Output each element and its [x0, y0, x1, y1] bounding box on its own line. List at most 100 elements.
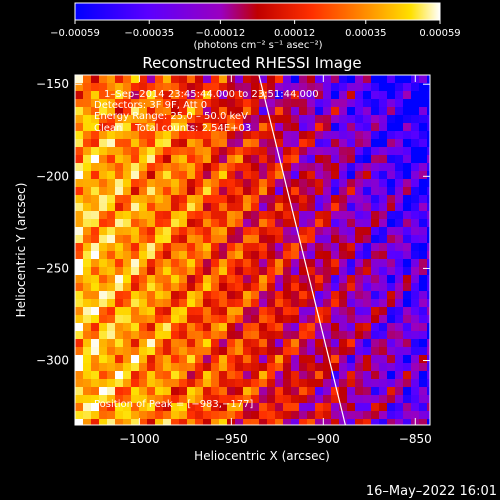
heatmap-cell — [227, 203, 236, 212]
heatmap-cell — [411, 307, 420, 316]
heatmap-cell — [347, 355, 356, 364]
heatmap-cell — [171, 91, 180, 100]
heatmap-cell — [347, 187, 356, 196]
heatmap-cell — [347, 363, 356, 372]
heatmap-cell — [99, 123, 108, 132]
heatmap-cell — [307, 123, 316, 132]
heatmap-cell — [203, 243, 212, 252]
heatmap-cell — [187, 419, 196, 425]
heatmap-cell — [283, 203, 292, 212]
heatmap-cell — [203, 131, 212, 140]
heatmap-cell — [147, 275, 156, 284]
heatmap-cell — [315, 211, 324, 220]
heatmap-cell — [387, 403, 396, 412]
heatmap-cell — [115, 195, 124, 204]
heatmap-cell — [219, 123, 228, 132]
heatmap-cell — [83, 251, 92, 260]
heatmap-cell — [371, 187, 380, 196]
heatmap-cell — [179, 251, 188, 260]
heatmap-cell — [291, 339, 300, 348]
heatmap-cell — [107, 355, 116, 364]
heatmap-cell — [75, 259, 84, 268]
heatmap-cell — [403, 227, 412, 236]
heatmap-cell — [227, 91, 236, 100]
heatmap-cell — [195, 283, 204, 292]
heatmap-cell — [275, 371, 284, 380]
heatmap-cell — [131, 275, 140, 284]
heatmap-cell — [419, 355, 428, 364]
heatmap-cell — [203, 91, 212, 100]
heatmap-cell — [259, 403, 268, 412]
heatmap-cell — [379, 355, 388, 364]
heatmap-cell — [75, 347, 84, 356]
heatmap-cell — [291, 195, 300, 204]
heatmap-cell — [243, 339, 252, 348]
heatmap-cell — [331, 355, 340, 364]
heatmap-cell — [75, 171, 84, 180]
heatmap-cell — [379, 147, 388, 156]
heatmap-cell — [395, 235, 404, 244]
heatmap-cell — [139, 219, 148, 228]
heatmap-cell — [307, 171, 316, 180]
heatmap-cell — [251, 363, 260, 372]
heatmap-cell — [379, 107, 388, 116]
heatmap-cell — [355, 339, 364, 348]
heatmap-cell — [235, 363, 244, 372]
heatmap-cell — [355, 307, 364, 316]
heatmap-cell — [403, 259, 412, 268]
heatmap-cell — [259, 179, 268, 188]
heatmap-cell — [379, 75, 388, 84]
heatmap-cell — [419, 259, 428, 268]
heatmap-cell — [299, 147, 308, 156]
heatmap-cell — [347, 291, 356, 300]
heatmap-cell — [163, 411, 172, 420]
heatmap-cell — [83, 395, 92, 404]
heatmap-cell — [331, 299, 340, 308]
heatmap-cell — [339, 251, 348, 260]
heatmap-cell — [179, 235, 188, 244]
heatmap-cell — [155, 251, 164, 260]
heatmap-cell — [411, 363, 420, 372]
heatmap-cell — [99, 179, 108, 188]
heatmap-cell — [75, 371, 84, 380]
heatmap-cell — [331, 211, 340, 220]
heatmap-cell — [299, 331, 308, 340]
heatmap-cell — [227, 171, 236, 180]
heatmap-cell — [219, 235, 228, 244]
heatmap-cell — [379, 347, 388, 356]
heatmap-cell — [283, 347, 292, 356]
heatmap-cell — [219, 395, 228, 404]
heatmap-cell — [139, 323, 148, 332]
heatmap-cell — [155, 99, 164, 108]
heatmap-cell — [131, 251, 140, 260]
heatmap-cell — [243, 259, 252, 268]
heatmap-cell — [115, 107, 124, 116]
heatmap-cell — [347, 387, 356, 396]
heatmap-cell — [147, 203, 156, 212]
heatmap-cell — [91, 243, 100, 252]
heatmap-cell — [419, 75, 428, 84]
heatmap-cell — [91, 171, 100, 180]
heatmap-cell — [371, 195, 380, 204]
heatmap-cell — [371, 171, 380, 180]
heatmap-cell — [107, 83, 116, 92]
heatmap-cell — [147, 395, 156, 404]
heatmap-cell — [331, 91, 340, 100]
heatmap-cell — [259, 235, 268, 244]
heatmap-cell — [347, 211, 356, 220]
heatmap-cell — [211, 267, 220, 276]
heatmap-cell — [299, 403, 308, 412]
heatmap-cell — [323, 267, 332, 276]
heatmap-cell — [155, 75, 164, 84]
heatmap-cell — [347, 147, 356, 156]
heatmap-cell — [251, 131, 260, 140]
heatmap-cell — [323, 307, 332, 316]
heatmap-cell — [347, 347, 356, 356]
heatmap-cell — [323, 339, 332, 348]
heatmap-cell — [155, 195, 164, 204]
heatmap-cell — [163, 395, 172, 404]
heatmap-cell — [179, 403, 188, 412]
heatmap-cell — [179, 395, 188, 404]
heatmap-cell — [107, 347, 116, 356]
heatmap-cell — [355, 163, 364, 172]
